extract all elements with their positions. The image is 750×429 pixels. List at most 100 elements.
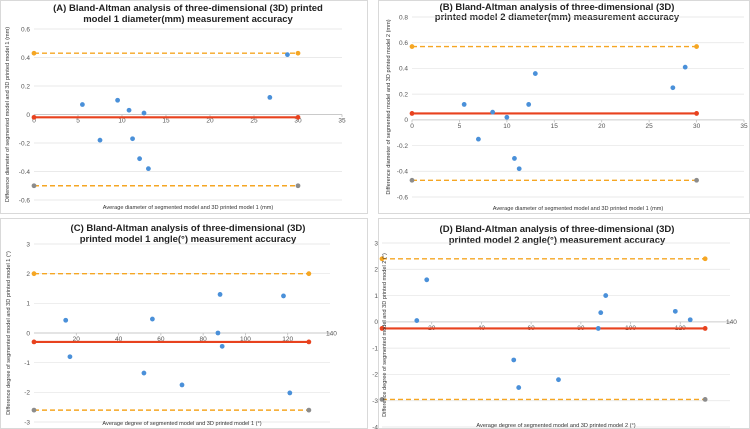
panel-c-lower-loa-marker [306, 407, 312, 413]
panel-c-lower-loa-marker [31, 407, 37, 413]
panel-b-frame [378, 0, 750, 214]
panel-b-mean-bias-marker [409, 111, 415, 116]
panel-b-data-point [504, 114, 510, 120]
panel-a-data-point [141, 110, 147, 116]
panel-c-y-tick-label: 1 [26, 301, 30, 308]
panel-a-data-point [267, 95, 273, 100]
panel-b-data-point [682, 64, 688, 70]
panel-d-y-axis-title: Difference degree of segmented model and… [382, 253, 388, 417]
panel-a-lower-loa-marker [295, 183, 301, 189]
panel-c-x-axis-title: Average degree of segmented model and 3D… [102, 421, 261, 427]
panel-b-data-point [512, 156, 517, 161]
panel-d-y-tick-label: 2 [374, 267, 378, 274]
panel-b-data-point [532, 71, 538, 76]
panel-d-x-axis-title: Average degree of segmented model and 3D… [476, 423, 635, 429]
panel-b-x-tick-label: 5 [458, 123, 462, 130]
panel-c-data-point [287, 390, 293, 396]
panel-d-data-point [516, 385, 522, 390]
panel-c-title-line: printed model 1 angle(°) measurement acc… [80, 234, 297, 245]
panel-d-data-point [511, 357, 517, 363]
panel-b-data-point [476, 136, 481, 142]
panel-a-data-point [285, 52, 290, 58]
panel-d-upper-loa-marker [379, 256, 385, 262]
panel-d-mean-bias-marker [702, 326, 708, 331]
panel-b-y-tick-label: -0.2 [397, 143, 409, 150]
panel-c-mean-bias-marker [31, 339, 37, 345]
panel-b-y-axis-title: Difference diameter of segmented model a… [386, 19, 392, 194]
panel-b-mean-bias-marker [694, 111, 699, 116]
panel-d-data-point [672, 308, 678, 314]
panel-d-lower-loa-marker [702, 397, 708, 402]
panel-a-y-tick-label: 0 [26, 112, 30, 119]
panel-d-data-point [414, 318, 420, 323]
panel-a-x-tick-label: 30 [294, 118, 302, 125]
panel-b-lower-loa-marker [409, 177, 415, 183]
panel-b-x-axis-title: Average diameter of segmented model and … [493, 206, 664, 212]
panel-d-y-tick-label: -4 [372, 424, 378, 429]
panel-a-y-tick-label: -0.4 [19, 169, 31, 176]
panel-d-lower-loa-marker [379, 397, 385, 402]
panel-a-x-tick-label: 0 [32, 118, 36, 125]
panel-d-title-line: printed model 2 angle(°) measurement acc… [449, 235, 666, 246]
panel-a-x-axis-title: Average diameter of segmented model and … [103, 205, 274, 211]
panel-a-data-point [80, 102, 85, 107]
panel-c-x-tick-label: 120 [282, 336, 293, 343]
panel-a-data-point [130, 136, 135, 142]
panel-a-mean-bias-marker [31, 114, 37, 120]
panel-c-x-tick-label: 100 [240, 336, 251, 343]
panel-d-data-point [603, 293, 609, 298]
panel-c-y-tick-label: 3 [26, 241, 30, 248]
panel-d-x-tick-label: 140 [726, 319, 737, 326]
panel-a-frame [0, 0, 368, 214]
panel-c-mean-bias-marker [306, 339, 312, 345]
panel-c-upper-loa-marker [306, 271, 312, 277]
panel-b-y-tick-label: 0.6 [399, 40, 408, 47]
panel-d-data-point [595, 326, 601, 331]
panel-d-data-point [424, 277, 430, 283]
panel-b-x-tick-label: 0 [410, 123, 414, 130]
panel-c-upper-loa-marker [31, 271, 37, 277]
panel-b-y-tick-label: -0.6 [397, 194, 409, 201]
panel-a-data-point [126, 107, 132, 113]
panel-b-data-point [526, 102, 532, 107]
panel-a-y-tick-label: 0.6 [21, 26, 30, 33]
panel-d-y-tick-label: 1 [374, 293, 378, 300]
panel-a-data-point [115, 97, 120, 103]
panel-a-y-tick-label: -0.2 [19, 140, 31, 147]
panel-b-upper-loa-marker [409, 44, 415, 49]
panel-d-y-tick-label: -1 [372, 345, 378, 352]
panel-b-x-tick-label: 35 [740, 123, 748, 130]
panel-d-data-point [556, 377, 561, 383]
panel-a-y-tick-label: 0.2 [21, 83, 30, 90]
panel-b-y-tick-label: 0.2 [399, 91, 408, 98]
panel-a-title-line: (A) Bland-Altman analysis of three-dimen… [53, 3, 323, 14]
panel-c-data-point [217, 292, 223, 297]
panel-b-data-point [670, 85, 676, 91]
panel-c-y-tick-label: -2 [24, 390, 30, 397]
panel-a-data-point [146, 166, 151, 172]
panel-a-data-point [97, 137, 103, 143]
panel-a-title-line: model 1 diameter(mm) measurement accurac… [83, 14, 293, 25]
panel-c-data-point [63, 317, 69, 323]
panel-c-data-point [281, 293, 286, 299]
panel-a-x-tick-label: 25 [250, 118, 258, 125]
panel-c-data-point [215, 330, 221, 336]
panel-c-data-point [219, 343, 225, 349]
panel-d-mean-bias-marker [379, 326, 385, 331]
panel-a-x-tick-label: 5 [76, 118, 80, 125]
panel-c-y-tick-label: 0 [26, 330, 30, 337]
panel-d-upper-loa-marker [702, 256, 708, 262]
panel-a-mean-bias-marker [295, 114, 301, 120]
panel-c-data-point [67, 354, 73, 360]
panel-b-y-tick-label: 0 [404, 117, 408, 124]
panel-c-x-tick-label: 40 [115, 336, 123, 343]
panel-d-y-tick-label: 3 [374, 240, 378, 247]
panel-b-data-point [461, 102, 467, 107]
panel-c-data-point [179, 382, 185, 388]
panel-b-data-point [516, 166, 522, 172]
panel-c-frame [0, 218, 368, 429]
panel-c-y-tick-label: 2 [26, 271, 30, 278]
panel-b-y-tick-label: 0.4 [399, 66, 408, 73]
panel-b-x-tick-label: 10 [503, 123, 511, 130]
